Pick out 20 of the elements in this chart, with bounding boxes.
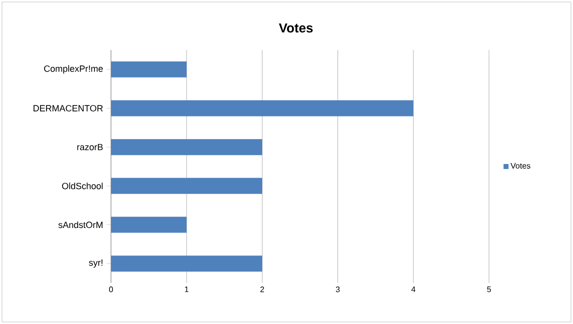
- bar: [111, 100, 414, 116]
- x-tick-label: 5: [487, 286, 491, 292]
- bar: [111, 139, 262, 156]
- y-tick-label: ComplexPr!me: [44, 65, 103, 74]
- x-tick-label: 2: [260, 286, 264, 292]
- x-tick-label: 3: [336, 286, 340, 292]
- x-tick-label: 1: [184, 286, 188, 292]
- y-tick-label: sAndstOrM: [58, 221, 102, 228]
- chart-title: Votes: [278, 23, 313, 33]
- bar: [111, 216, 187, 233]
- bar: [111, 178, 262, 194]
- bar: [111, 61, 187, 78]
- y-tick-label: OldSchool: [62, 182, 103, 190]
- y-tick-label: syr!: [88, 260, 102, 268]
- bar: [111, 256, 262, 272]
- y-tick-label: razorB: [77, 144, 103, 150]
- x-tick-label: 0: [109, 286, 113, 292]
- y-tick-label: DERMACENTOR: [34, 105, 103, 112]
- legend-label: Votes: [510, 163, 530, 169]
- x-tick-label: 4: [411, 286, 416, 292]
